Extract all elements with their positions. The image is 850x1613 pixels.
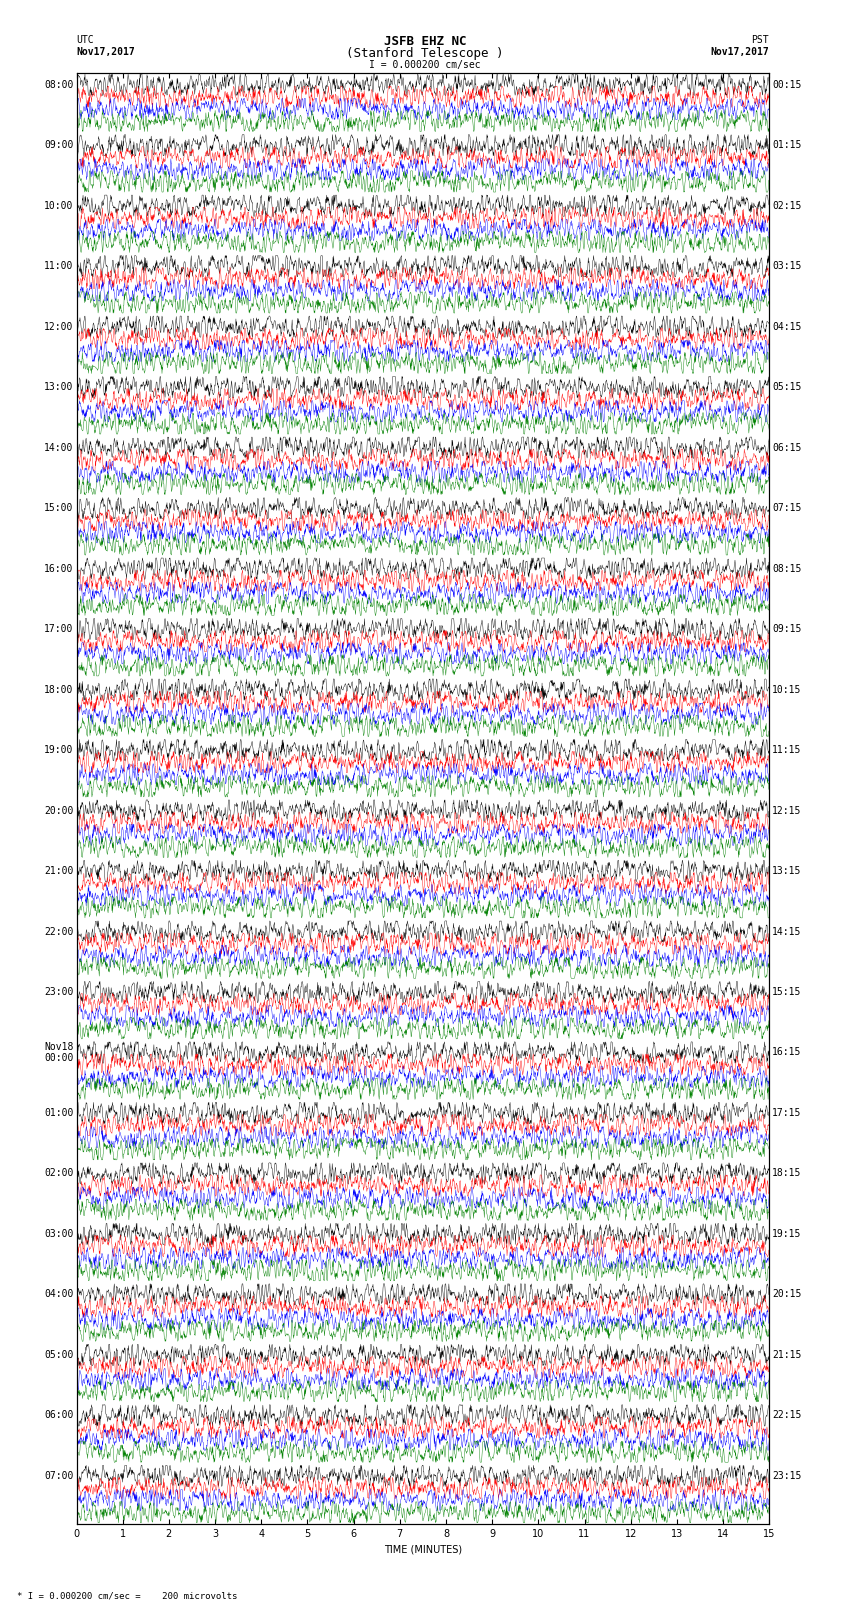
Text: Nov17,2017: Nov17,2017 [76, 47, 135, 56]
X-axis label: TIME (MINUTES): TIME (MINUTES) [384, 1545, 462, 1555]
Text: Nov17,2017: Nov17,2017 [711, 47, 769, 56]
Text: I = 0.000200 cm/sec: I = 0.000200 cm/sec [369, 60, 481, 69]
Text: (Stanford Telescope ): (Stanford Telescope ) [346, 47, 504, 60]
Text: * I = 0.000200 cm/sec =    200 microvolts: * I = 0.000200 cm/sec = 200 microvolts [17, 1590, 237, 1600]
Text: UTC: UTC [76, 35, 94, 45]
Text: JSFB EHZ NC: JSFB EHZ NC [383, 35, 467, 48]
Text: PST: PST [751, 35, 769, 45]
